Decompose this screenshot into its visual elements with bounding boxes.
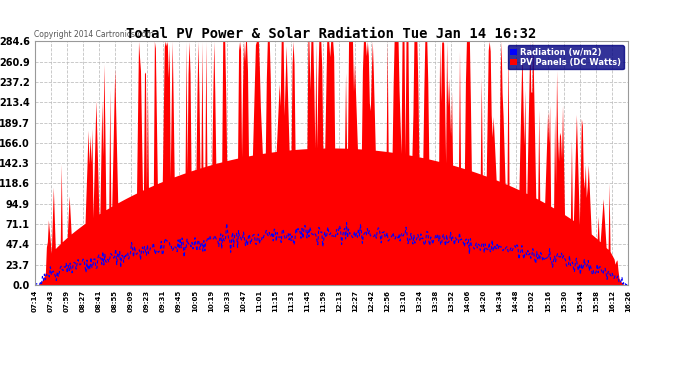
- Title: Total PV Power & Solar Radiation Tue Jan 14 16:32: Total PV Power & Solar Radiation Tue Jan…: [126, 27, 536, 41]
- Legend: Radiation (w/m2), PV Panels (DC Watts): Radiation (w/m2), PV Panels (DC Watts): [508, 45, 624, 69]
- Text: Copyright 2014 Cartronics.com: Copyright 2014 Cartronics.com: [34, 30, 154, 39]
